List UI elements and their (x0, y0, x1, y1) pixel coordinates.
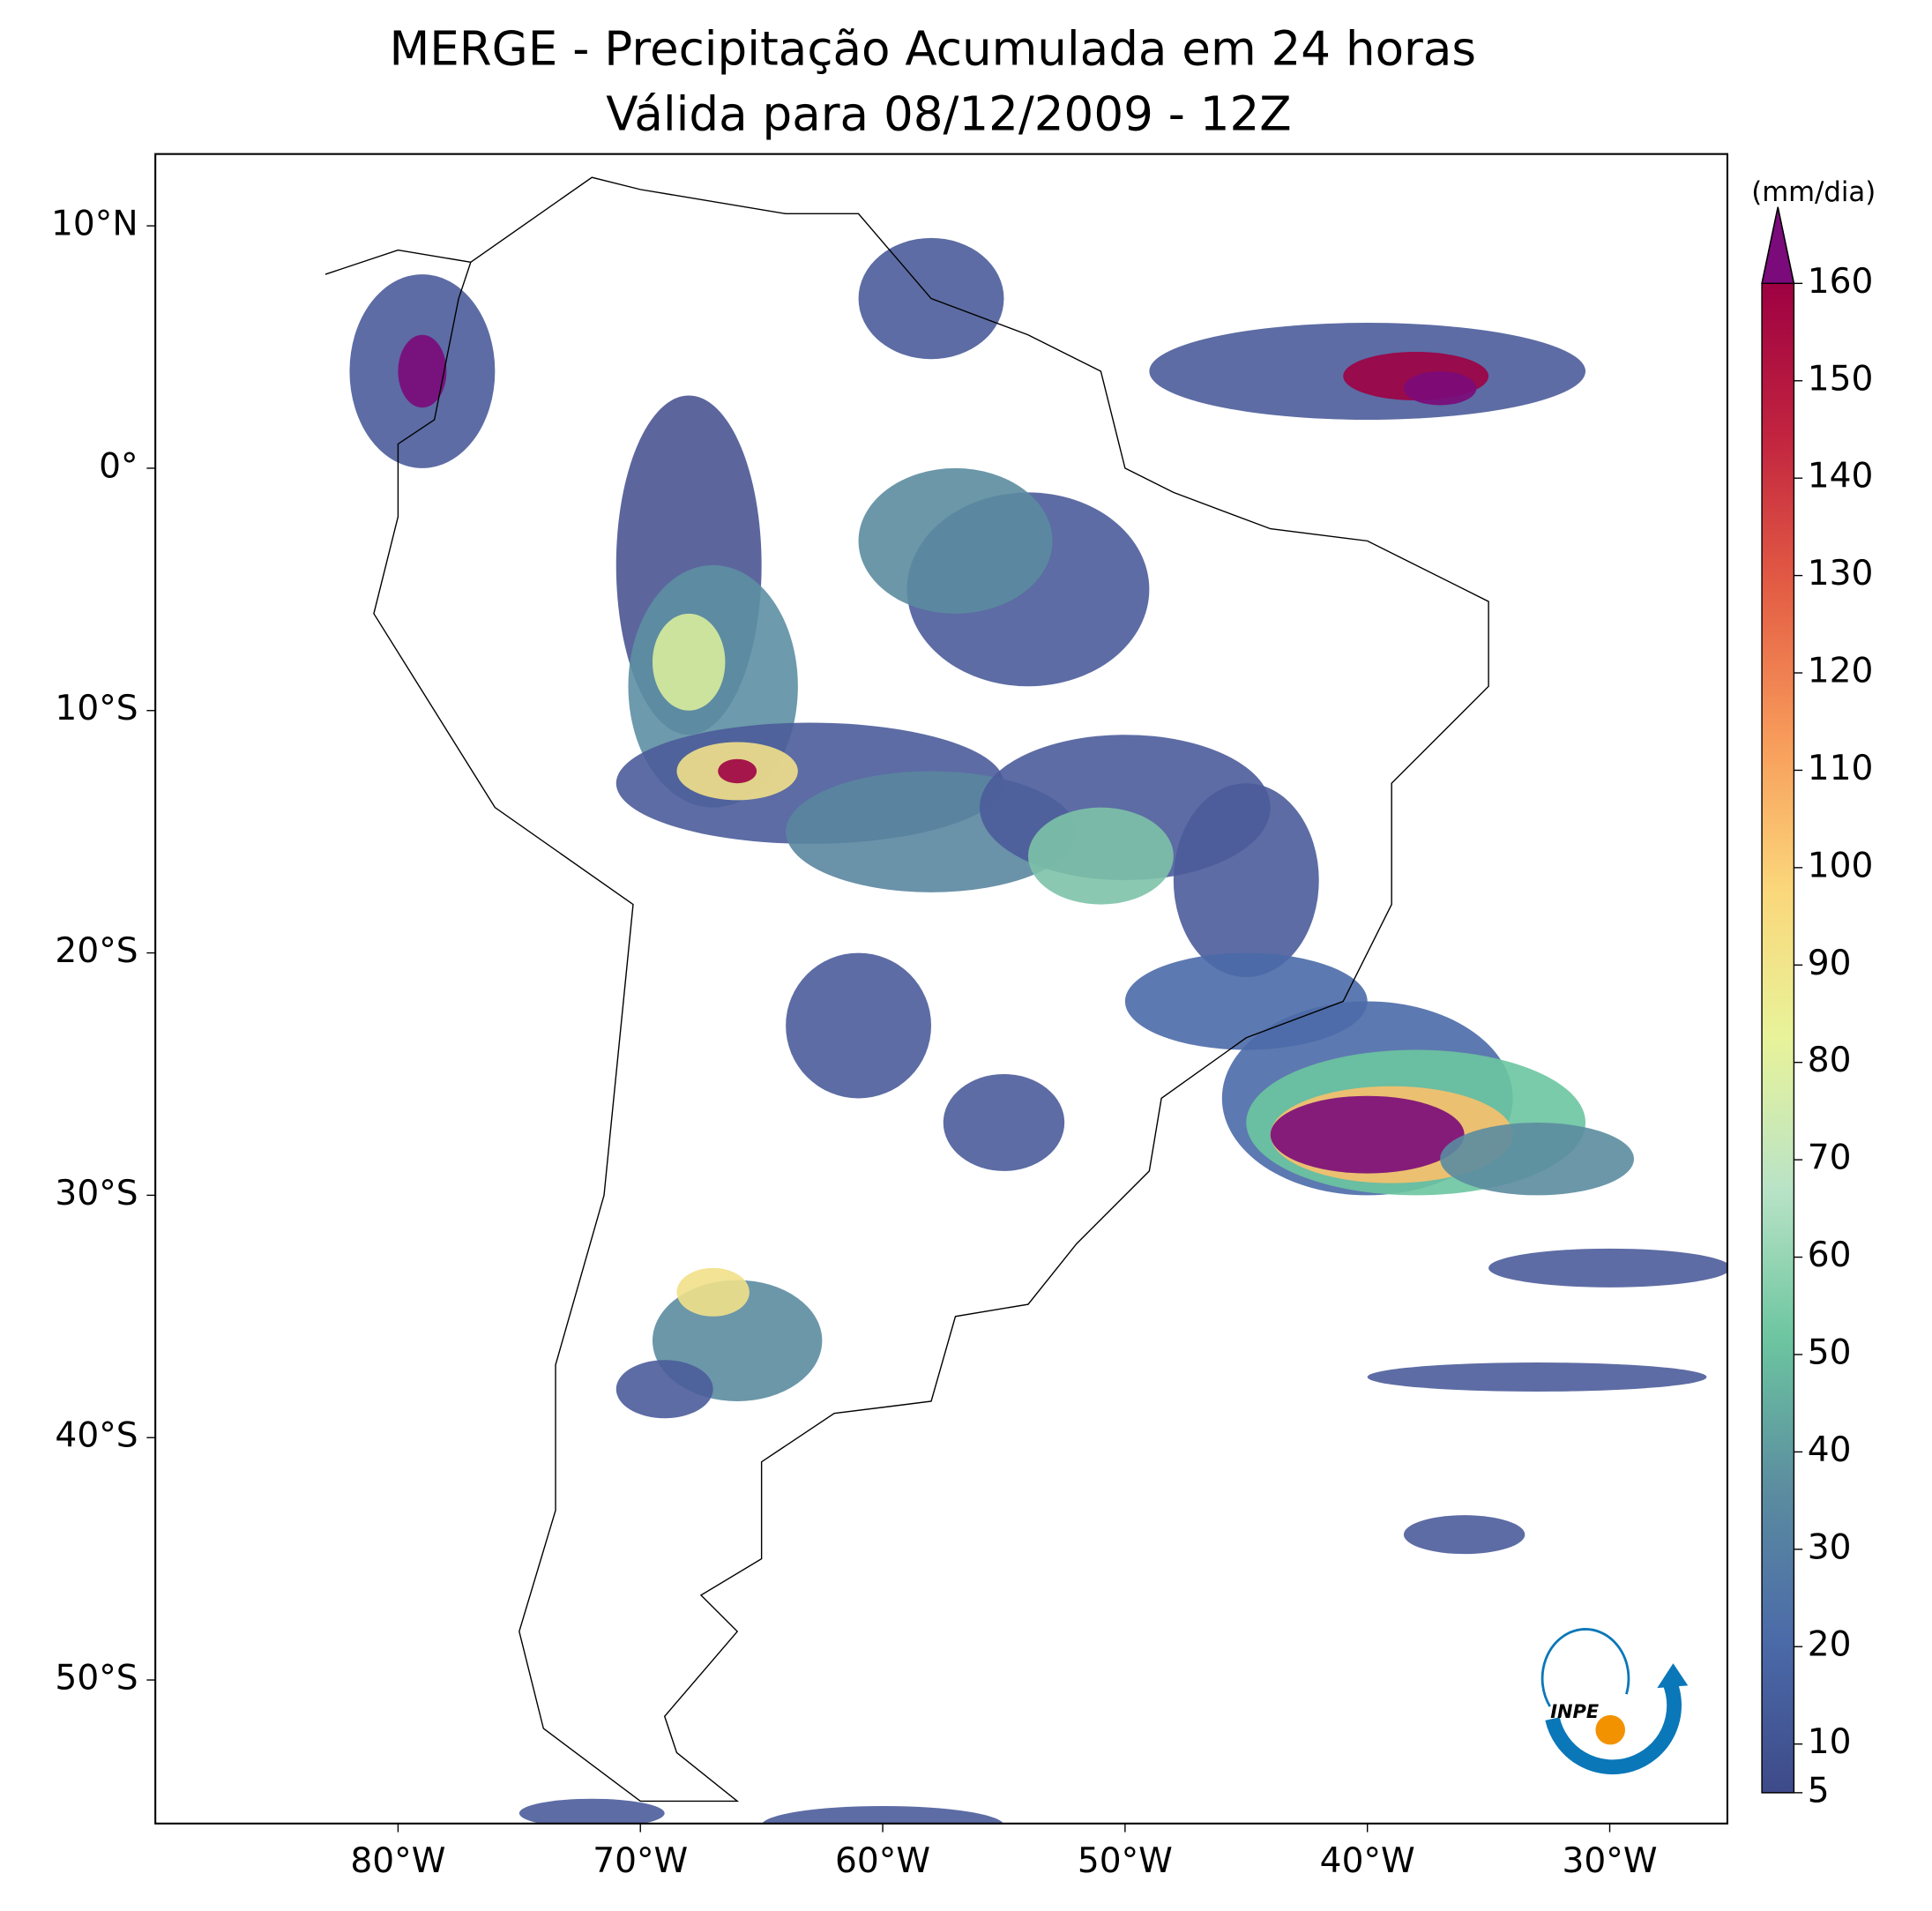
precip-area (652, 613, 726, 711)
map-area (324, 176, 1727, 1824)
lat-tick-label: 20°S (55, 931, 138, 971)
colorbar-tick-label: 90 (1808, 944, 1852, 983)
precip-area (762, 1805, 1003, 1824)
colorbar-tick-label: 140 (1808, 457, 1874, 496)
precip-area (1270, 1095, 1465, 1174)
precip-area (676, 1267, 750, 1317)
colorbar-tick-label: 10 (1808, 1722, 1852, 1762)
colorbar-outline (1761, 206, 1795, 1794)
precip-area (858, 467, 1053, 614)
colorbar-tick-label: 60 (1808, 1235, 1852, 1275)
colorbar-tick-label: 120 (1808, 652, 1874, 691)
colorbar-tick-label: 130 (1808, 554, 1874, 593)
colorbar (1762, 283, 1794, 1793)
subtitle: Válida para 08/12/2009 - 12Z (606, 86, 1291, 141)
lon-tick-label: 30°W (1563, 1841, 1658, 1881)
precip-area (615, 1360, 713, 1419)
colorbar-tick-label: 110 (1808, 749, 1874, 788)
lon-tick-label: 70°W (593, 1841, 688, 1881)
colorbar-tick-label: 20 (1808, 1625, 1852, 1665)
precip-area (786, 952, 932, 1099)
precip-area (718, 758, 757, 784)
colorbar-label: (mm/dia) (1751, 176, 1876, 208)
colorbar-tick-label: 5 (1808, 1771, 1830, 1810)
title: MERGE - Precipitação Acumulada em 24 hor… (389, 21, 1476, 76)
precip-area (1403, 370, 1477, 406)
logo-text: INPE (1550, 1701, 1600, 1722)
precip-area (1440, 1122, 1634, 1196)
lat-tick-label: 30°S (55, 1174, 138, 1213)
precip-area (398, 334, 447, 408)
lat-tick-label: 50°S (55, 1659, 138, 1698)
lon-tick-label: 60°W (835, 1841, 930, 1881)
colorbar-tick-label: 70 (1808, 1138, 1852, 1178)
coastline (373, 176, 1489, 1803)
lat-tick-label: 10°S (55, 689, 138, 728)
precip-area (1367, 1362, 1707, 1392)
precip-area (1027, 807, 1174, 905)
precip-area (1403, 1515, 1525, 1555)
precip-area (943, 1073, 1065, 1171)
colorbar-tick-label: 80 (1808, 1041, 1852, 1080)
inpe-logo: INPE (1540, 1628, 1689, 1775)
colorbar-tick-label: 100 (1808, 846, 1874, 885)
colorbar-tick-label: 160 (1808, 262, 1874, 302)
colorbar-tick-label: 30 (1808, 1527, 1852, 1567)
colorbar-tick-label: 150 (1808, 359, 1874, 399)
lon-tick-label: 80°W (350, 1841, 445, 1881)
lat-tick-label: 40°S (55, 1416, 138, 1456)
coastline (324, 249, 471, 275)
precip-area (518, 1798, 665, 1824)
lat-tick-label: 0° (99, 446, 138, 486)
lon-tick-label: 40°W (1320, 1841, 1415, 1881)
precip-area (1173, 783, 1319, 978)
colorbar-extend (1761, 206, 1795, 285)
lon-tick-label: 50°W (1078, 1841, 1173, 1881)
colorbar-tick-label: 50 (1808, 1332, 1852, 1372)
colorbar-tick-label: 40 (1808, 1430, 1852, 1470)
precip-area (1488, 1248, 1727, 1288)
lat-tick-label: 10°N (51, 205, 138, 244)
map-frame (154, 153, 1728, 1825)
